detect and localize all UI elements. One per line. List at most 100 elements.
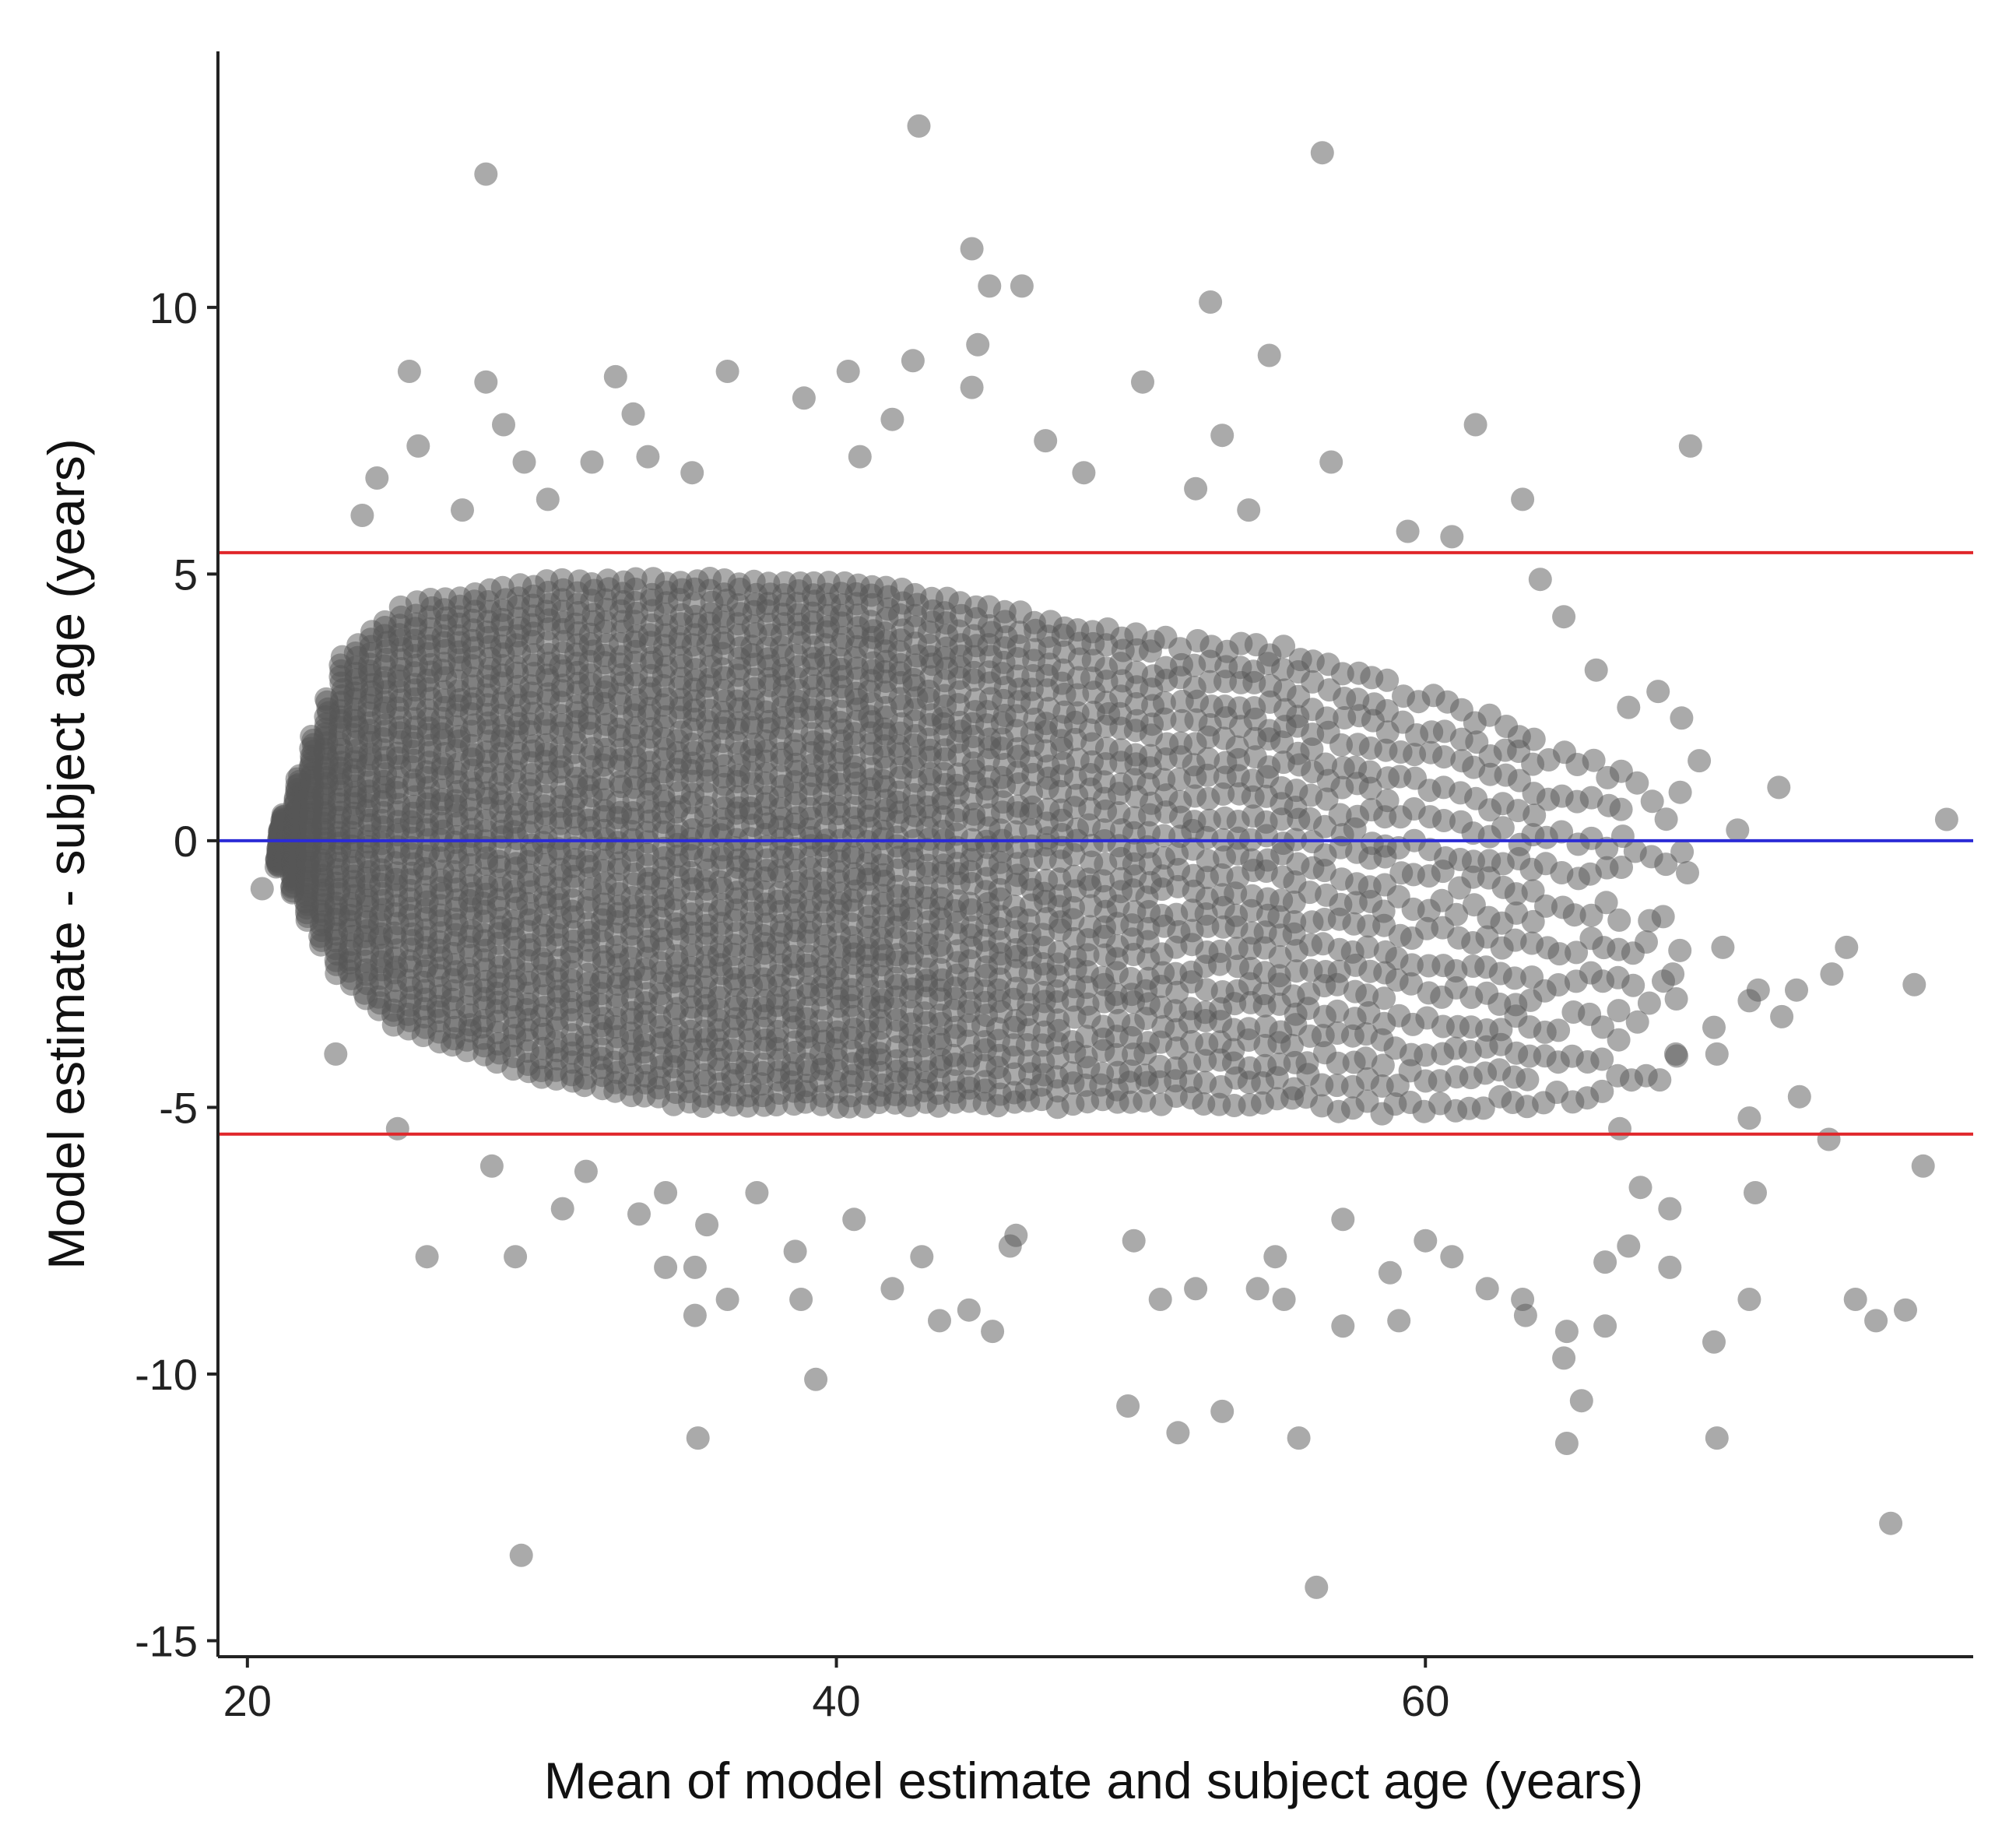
data-point [1105, 1042, 1129, 1067]
outlier-point [474, 370, 498, 394]
outlier-point [683, 1303, 707, 1327]
outlier-point [492, 413, 515, 437]
outlier-point [1554, 1432, 1579, 1455]
y-tick-label: 0 [174, 817, 198, 866]
outlier-point [928, 1309, 951, 1333]
outlier-point [1010, 274, 1034, 298]
data-point [1002, 895, 1026, 919]
data-point [1375, 789, 1400, 813]
outlier-point [804, 1367, 828, 1391]
x-tick-label: 20 [223, 1676, 272, 1725]
outlier-point [1678, 434, 1702, 458]
data-point [1471, 1096, 1495, 1120]
outlier-point [654, 1255, 678, 1279]
data-point [1654, 807, 1678, 831]
outlier-point [1257, 343, 1281, 367]
outlier-point [960, 375, 984, 399]
data-point [1326, 999, 1350, 1023]
outlier-point [1131, 370, 1154, 394]
outlier-point [385, 1116, 409, 1141]
data-point [1328, 803, 1352, 827]
outlier-point [621, 402, 645, 426]
data-point [1432, 809, 1456, 832]
outlier-point [1272, 1288, 1296, 1311]
outlier-point [1726, 818, 1750, 842]
data-point [1225, 735, 1249, 759]
data-point [1547, 973, 1571, 997]
data-point [1445, 902, 1469, 926]
data-point [1375, 668, 1400, 692]
outlier-point [680, 461, 704, 485]
outlier-point [397, 360, 421, 383]
data-point [1547, 942, 1572, 966]
outlier-point [1287, 1426, 1311, 1450]
outlier-point [1702, 1330, 1726, 1354]
outlier-point [1199, 290, 1223, 314]
outlier-point [1843, 1288, 1867, 1311]
outlier-point [550, 1197, 574, 1221]
data-point [1654, 852, 1678, 877]
outlier-point [1584, 658, 1608, 682]
outlier-point [1902, 972, 1926, 997]
data-point [1550, 820, 1574, 844]
data-point [1637, 991, 1661, 1015]
outlier-point [880, 1277, 904, 1301]
data-point [1477, 703, 1501, 727]
y-tick-label: -10 [135, 1350, 198, 1399]
outlier-point [957, 1298, 981, 1322]
outlier-point [1072, 461, 1096, 485]
outlier-point [1004, 1223, 1028, 1247]
data-point [1640, 789, 1664, 814]
outlier-point [1737, 1106, 1761, 1130]
outlier-point [901, 349, 925, 373]
data-point [1562, 903, 1586, 927]
outlier-point [783, 1239, 807, 1264]
outlier-point [1625, 1010, 1649, 1034]
outlier-point [960, 237, 984, 261]
outlier-point [509, 1543, 533, 1567]
outlier-point [1737, 989, 1761, 1013]
outlier-point [1785, 978, 1808, 1002]
outlier-point [1705, 1426, 1729, 1450]
data-point [1432, 745, 1456, 769]
outlier-point [978, 274, 1002, 298]
data-point [1315, 706, 1339, 730]
outlier-point [1767, 775, 1791, 800]
data-point [1664, 987, 1688, 1011]
outlier-point [1593, 1250, 1617, 1274]
outlier-point [1263, 1245, 1287, 1269]
outlier-point [1608, 1116, 1631, 1141]
data-point [1502, 966, 1526, 990]
outlier-point [1122, 1229, 1146, 1253]
outlier-point [1628, 1176, 1652, 1200]
outlier-point [907, 114, 931, 138]
data-point [1329, 733, 1353, 757]
outlier-point [848, 445, 872, 469]
data-point [1648, 1068, 1672, 1092]
outlier-point [479, 1154, 504, 1178]
data-point [1314, 752, 1337, 776]
data-point [1272, 635, 1296, 659]
outlier-point [1617, 1234, 1641, 1258]
outlier-point [474, 162, 498, 186]
data-point [1491, 816, 1515, 840]
outlier-point [1635, 930, 1658, 954]
data-point [1092, 818, 1116, 842]
outlier-point [451, 498, 474, 522]
outlier-point [1737, 1288, 1761, 1311]
outlier-point [966, 332, 990, 357]
outlier-point [789, 1288, 813, 1311]
outlier-point [250, 877, 274, 901]
outlier-point [1184, 476, 1208, 501]
data-point [1330, 662, 1354, 686]
reference-lines [218, 550, 1973, 1136]
outlier-point [1440, 525, 1464, 549]
outlier-point [1864, 1309, 1888, 1333]
data-point [1668, 938, 1692, 962]
data-point [1582, 748, 1606, 772]
outlier-point [1911, 1154, 1935, 1178]
data-point [1152, 691, 1176, 715]
outlier-point [715, 1288, 739, 1311]
outlier-point [1463, 413, 1487, 437]
data-point [1621, 973, 1645, 997]
